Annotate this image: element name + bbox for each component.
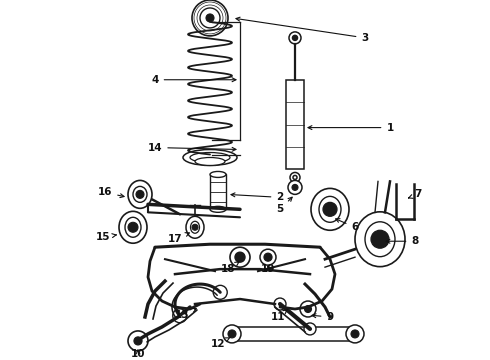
Circle shape <box>230 247 250 267</box>
Ellipse shape <box>365 222 395 257</box>
Circle shape <box>200 8 220 28</box>
Text: 7: 7 <box>409 189 422 199</box>
Circle shape <box>346 325 364 343</box>
Circle shape <box>300 301 316 317</box>
Circle shape <box>323 202 337 216</box>
Circle shape <box>351 330 359 338</box>
Circle shape <box>228 330 236 338</box>
Circle shape <box>206 14 214 22</box>
Circle shape <box>128 222 138 232</box>
Circle shape <box>128 331 148 351</box>
Bar <box>286 80 304 170</box>
Circle shape <box>371 230 389 248</box>
Circle shape <box>293 175 297 179</box>
Ellipse shape <box>311 188 349 230</box>
Ellipse shape <box>191 221 199 233</box>
Circle shape <box>290 172 300 183</box>
Ellipse shape <box>195 157 225 166</box>
Text: 13: 13 <box>175 309 196 320</box>
Circle shape <box>304 323 316 335</box>
Text: 12: 12 <box>211 337 230 349</box>
Circle shape <box>264 253 272 261</box>
Bar <box>232 327 355 341</box>
Ellipse shape <box>125 217 141 237</box>
Text: 18: 18 <box>221 262 239 274</box>
Ellipse shape <box>133 186 147 202</box>
Text: 9: 9 <box>312 312 334 322</box>
Text: 15: 15 <box>96 232 116 242</box>
Text: 16: 16 <box>98 188 124 198</box>
Text: 19: 19 <box>261 264 275 274</box>
Circle shape <box>304 306 312 312</box>
Circle shape <box>192 224 198 230</box>
Circle shape <box>292 184 298 190</box>
Text: 14: 14 <box>147 143 236 153</box>
Ellipse shape <box>186 216 204 238</box>
Ellipse shape <box>183 149 237 166</box>
Text: 2: 2 <box>231 192 284 202</box>
Circle shape <box>213 285 227 299</box>
Bar <box>210 175 226 209</box>
Text: 8: 8 <box>386 236 418 246</box>
Text: 1: 1 <box>308 123 393 132</box>
Circle shape <box>260 249 276 265</box>
Circle shape <box>173 309 187 323</box>
Circle shape <box>274 298 286 310</box>
Circle shape <box>293 35 297 40</box>
Circle shape <box>235 252 245 262</box>
Ellipse shape <box>190 153 230 162</box>
Ellipse shape <box>119 211 147 243</box>
Ellipse shape <box>355 212 405 267</box>
Circle shape <box>192 0 228 36</box>
Text: 4: 4 <box>151 75 236 85</box>
Text: 3: 3 <box>236 17 368 43</box>
Ellipse shape <box>128 180 152 208</box>
Ellipse shape <box>210 171 226 177</box>
Circle shape <box>134 337 142 345</box>
Ellipse shape <box>319 196 341 222</box>
Ellipse shape <box>210 206 226 212</box>
Text: 6: 6 <box>336 219 359 232</box>
Text: 11: 11 <box>271 309 288 322</box>
Text: 17: 17 <box>168 233 189 244</box>
Text: 10: 10 <box>131 349 145 359</box>
Circle shape <box>288 180 302 194</box>
Circle shape <box>223 325 241 343</box>
Text: 5: 5 <box>276 197 292 214</box>
Circle shape <box>289 32 301 44</box>
Circle shape <box>136 190 144 198</box>
